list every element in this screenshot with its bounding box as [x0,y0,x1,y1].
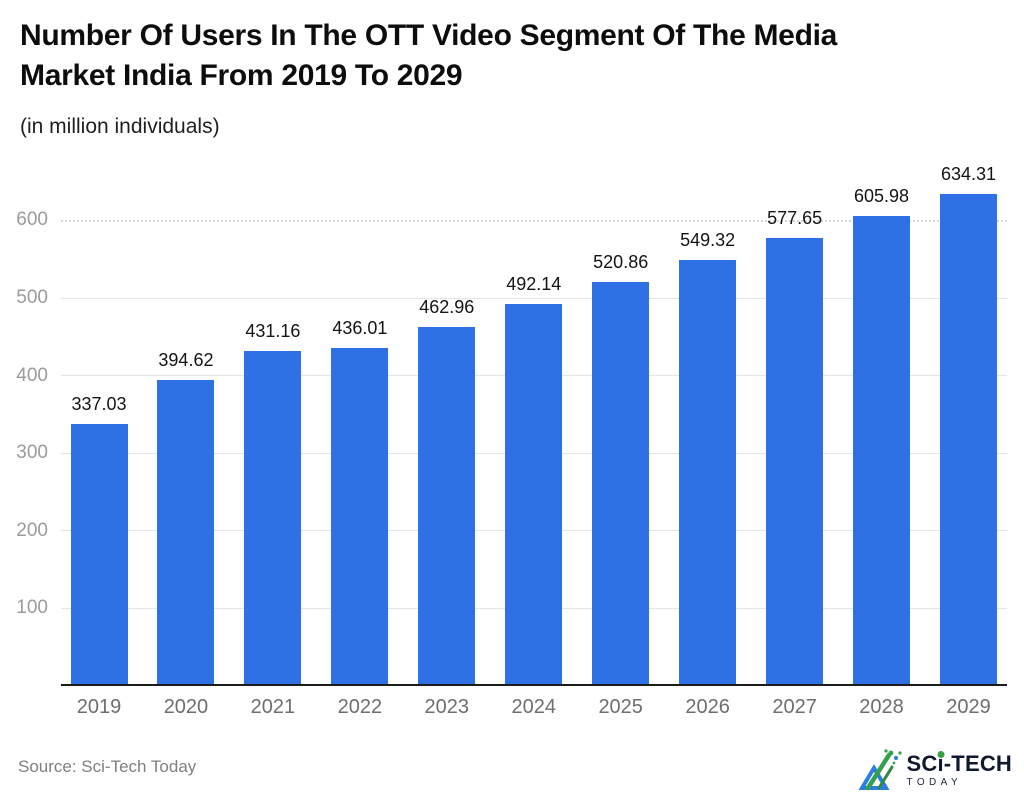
y-axis-tick-600: 600 [16,209,48,231]
y-axis-tick-200: 200 [16,519,48,541]
x-axis-tick-2019: 2019 [76,696,122,718]
value-label-2027: 577.65 [767,207,823,228]
bar-2026 [679,259,737,686]
chart-title: Number Of Users In The OTT Video Segment… [20,16,837,96]
brand-name-part3: -TECH [943,750,1012,776]
x-axis-tick-2028: 2028 [859,696,904,718]
y-axis-tick-300: 300 [16,442,48,464]
brand-name-part1: SC [906,750,938,776]
value-label-2023: 462.96 [419,296,475,317]
value-label-2020: 394.62 [158,349,214,370]
value-label-2025: 520.86 [593,251,649,272]
bar-2025 [592,281,650,686]
bar-2024 [505,304,563,686]
y-axis-tick-400: 400 [16,364,48,386]
value-label-2019: 337.03 [71,394,127,415]
brand-name-i: i [937,750,944,776]
brand-logo: SCi-TECH TODAY [857,749,1013,791]
brand-name: SCi-TECH [906,750,1013,776]
x-axis-tick-2024: 2024 [511,696,557,718]
brand-text: SCi-TECH TODAY [906,750,1013,788]
x-axis-tick-2029: 2029 [946,696,991,718]
x-axis-line [61,684,1007,686]
scitech-logo-icon [857,749,902,791]
bar-2029 [940,193,997,686]
bar-2023 [418,326,476,686]
x-axis-tick-2020: 2020 [163,696,209,718]
x-axis-tick-2026: 2026 [685,696,730,718]
chart-title-line-2: Market India From 2019 To 2029 [20,59,463,92]
bar-2021 [244,351,302,686]
x-axis-tick-2027: 2027 [772,696,817,718]
brand-tagline: TODAY [906,776,963,788]
value-label-2024: 492.14 [506,274,562,295]
bar-2019 [70,424,128,686]
chart-title-line-1: Number Of Users In The OTT Video Segment… [20,19,838,52]
x-axis-tick-2023: 2023 [424,696,470,718]
value-label-2026: 549.32 [680,229,736,250]
x-axis-tick-2025: 2025 [598,696,643,718]
bar-2027 [766,237,824,686]
gridline-500 [61,297,1007,299]
x-axis-tick-2021: 2021 [250,696,296,718]
bar-2020 [157,379,215,686]
value-label-2028: 605.98 [854,185,910,206]
value-label-2022: 436.01 [332,317,388,338]
source-text: Source: Sci-Tech Today [18,757,197,776]
value-label-2029: 634.31 [940,163,997,184]
gridline-600 [61,219,1007,222]
x-axis-tick-2022: 2022 [337,696,383,718]
bar-2028 [853,215,911,686]
chart-subtitle: (in million individuals) [20,115,220,138]
value-label-2021: 431.16 [245,321,301,342]
y-axis-tick-100: 100 [16,597,48,619]
bar-2022 [331,347,389,686]
y-axis-tick-500: 500 [16,287,48,308]
